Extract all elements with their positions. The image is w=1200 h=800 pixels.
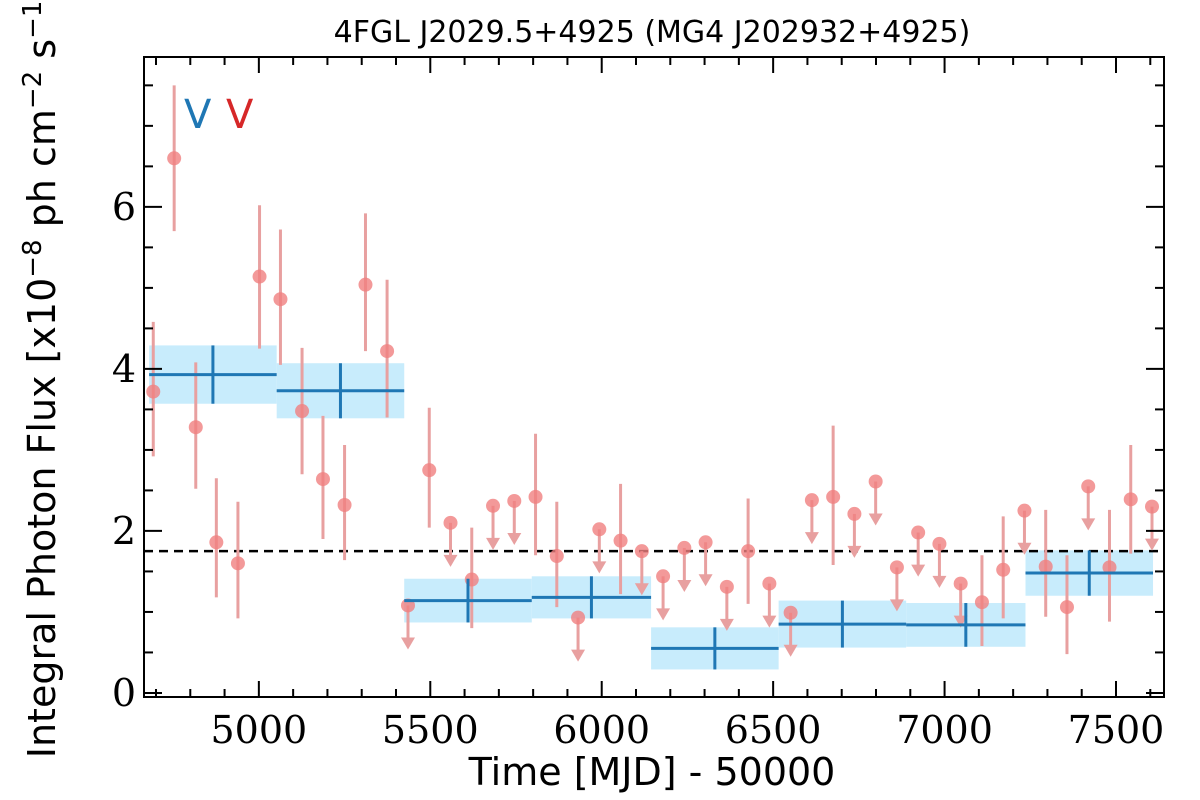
flux-point-45 <box>1102 560 1117 575</box>
flux-point-44 <box>1081 479 1096 494</box>
flux-point-24 <box>656 569 671 584</box>
y-axis-label: Integral Photon Flux [x10−8 ph cm−2 s−1] <box>18 0 64 758</box>
xtick-label-3: 6500 <box>725 708 822 752</box>
flux-point-46 <box>1123 492 1138 507</box>
flux-point-42 <box>1038 559 1053 574</box>
flux-point-8 <box>315 472 330 487</box>
ytick-label-2: 4 <box>112 347 136 391</box>
flux-point-37 <box>932 536 947 551</box>
flux-point-25 <box>677 540 692 555</box>
xtick-label-0: 5000 <box>210 708 307 752</box>
upper-limit-arrow-30 <box>783 644 798 657</box>
flux-point-38 <box>953 576 968 591</box>
bin-bands <box>149 345 1154 670</box>
flux-point-34 <box>868 474 883 489</box>
legend-entry-blue: V <box>184 92 212 138</box>
flux-point-4 <box>230 556 245 571</box>
flux-point-21 <box>592 522 607 537</box>
flux-point-13 <box>422 463 437 478</box>
upper-limit-arrow-23 <box>634 583 649 596</box>
flux-point-23 <box>634 544 649 559</box>
upper-limit-arrow-24 <box>656 608 671 621</box>
upper-limit-arrow-31 <box>804 532 819 545</box>
xtick-label-4: 7000 <box>896 708 993 752</box>
xtick-label-5: 7500 <box>1068 708 1165 752</box>
plot-frame <box>143 56 1165 698</box>
flux-point-36 <box>911 525 926 540</box>
upper-limit-arrow-12 <box>401 637 415 650</box>
legend: V V <box>184 92 254 138</box>
flux-point-29 <box>762 576 777 591</box>
flux-point-6 <box>273 292 288 307</box>
xtick-label-2: 6000 <box>553 708 650 752</box>
flux-point-27 <box>719 579 734 594</box>
flux-point-10 <box>358 277 373 292</box>
upper-limit-arrow-17 <box>507 532 522 545</box>
xtick-label-1: 5500 <box>382 708 479 752</box>
upper-limit-arrow-37 <box>932 575 947 588</box>
flux-point-7 <box>295 404 310 419</box>
flux-point-14 <box>443 515 458 530</box>
x-axis-label: Time [MJD] - 50000 <box>468 750 836 794</box>
upper-limit-arrow-21 <box>592 561 607 574</box>
flux-point-16 <box>486 498 501 513</box>
upper-limit-arrow-47 <box>1145 538 1159 551</box>
upper-limit-arrow-16 <box>486 537 501 550</box>
ytick-label-1: 2 <box>112 509 136 553</box>
flux-point-18 <box>528 489 543 504</box>
flux-point-11 <box>380 344 395 359</box>
upper-limit-arrow-38 <box>953 615 968 628</box>
flux-point-19 <box>549 549 564 564</box>
flux-point-39 <box>974 595 989 610</box>
flux-point-30 <box>783 605 798 620</box>
ytick-label-3: 6 <box>112 185 136 229</box>
flux-point-40 <box>996 562 1011 577</box>
upper-limit-arrow-29 <box>762 615 777 628</box>
ytick-label-0: 0 <box>112 671 136 715</box>
upper-limit-arrow-44 <box>1081 518 1096 531</box>
flux-point-1 <box>167 151 182 166</box>
flux-point-2 <box>188 420 203 435</box>
flux-point-47 <box>1145 499 1159 514</box>
flux-point-26 <box>698 535 713 550</box>
binned-flux <box>149 345 1154 670</box>
flux-point-22 <box>613 533 628 548</box>
flux-point-33 <box>847 506 862 521</box>
flux-point-17 <box>507 493 522 508</box>
flux-point-41 <box>1017 503 1032 518</box>
flux-point-32 <box>826 489 841 504</box>
flux-point-35 <box>889 560 904 575</box>
upper-limit-arrow-33 <box>847 545 862 558</box>
upper-limit-arrow-14 <box>443 554 458 567</box>
upper-limit-arrow-27 <box>719 618 734 631</box>
axis-ticks: 5000 5500 6000 6500 7000 7500 0 2 4 6 <box>112 57 1165 752</box>
flux-point-43 <box>1059 600 1074 615</box>
flux-point-28 <box>741 544 756 559</box>
legend-entry-red: V <box>226 92 254 138</box>
upper-limit-arrow-41 <box>1017 542 1032 555</box>
upper-limit-arrow-25 <box>677 579 692 592</box>
flux-point-5 <box>252 269 267 284</box>
flux-point-31 <box>804 493 819 508</box>
flux-point-20 <box>571 610 586 625</box>
flux-points <box>146 85 1159 662</box>
flux-point-9 <box>337 498 352 512</box>
flux-point-0 <box>146 384 161 399</box>
upper-limit-arrow-26 <box>698 574 713 587</box>
flux-point-3 <box>209 535 224 550</box>
upper-limit-arrow-20 <box>571 649 586 662</box>
upper-limit-arrow-34 <box>868 513 883 526</box>
upper-limit-arrow-36 <box>911 564 926 577</box>
chart-title: 4FGL J2029.5+4925 (MG4 J202932+4925) <box>334 15 971 50</box>
upper-limit-arrow-35 <box>889 599 904 612</box>
